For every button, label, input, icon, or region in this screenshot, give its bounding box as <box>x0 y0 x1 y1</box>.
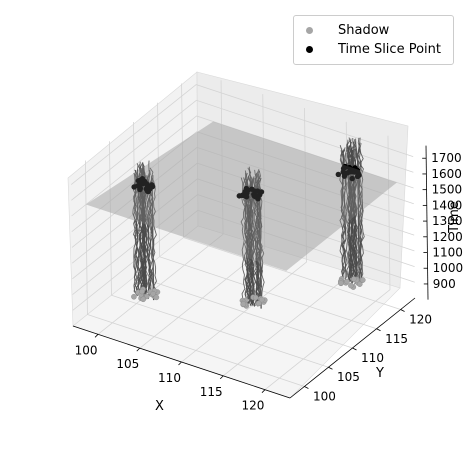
y-tick-mark <box>353 348 357 350</box>
shadow-point <box>139 289 144 294</box>
y-tick-mark <box>328 367 332 369</box>
x-tick-label: 115 <box>200 385 223 399</box>
shadow-point <box>338 280 343 285</box>
y-tick-label: 105 <box>337 370 360 384</box>
z-tick-label: 1600 <box>431 167 462 181</box>
x-tick-mark <box>220 376 223 379</box>
legend-item-time-slice-point: Time Slice Point <box>306 40 441 58</box>
shadow-point <box>241 301 246 306</box>
y-tick-label: 110 <box>361 351 384 365</box>
legend-marker-time-slice-point <box>306 46 313 53</box>
x-tick-mark <box>95 334 98 337</box>
x-tick-mark <box>179 362 182 365</box>
legend: Shadow Time Slice Point <box>293 15 454 65</box>
x-tick-label: 110 <box>158 371 181 385</box>
z-tick-label: 1000 <box>433 261 464 275</box>
y-tick-mark <box>304 386 308 388</box>
shadow-point <box>141 297 146 302</box>
x-axis-label: X <box>155 399 164 414</box>
shadow-point <box>348 283 353 288</box>
z-tick-label: 900 <box>433 277 456 291</box>
shadow-point <box>360 277 365 282</box>
y-axis-label: Y <box>375 366 384 381</box>
shadow-point <box>154 295 159 300</box>
y-tick-label: 120 <box>409 313 432 327</box>
legend-label-time-slice-point: Time Slice Point <box>338 42 441 57</box>
x-tick-label: 100 <box>75 343 98 357</box>
y-tick-mark <box>377 329 381 331</box>
shadow-point <box>351 276 356 281</box>
z-tick-label: 1100 <box>432 246 463 260</box>
shadow-point <box>344 279 349 284</box>
z-tick-label: 1700 <box>431 151 462 165</box>
shadow-point <box>259 297 264 302</box>
shadow-point <box>131 294 136 299</box>
legend-label-shadow: Shadow <box>338 23 389 38</box>
x-tick-mark <box>262 390 265 393</box>
y-tick-label: 100 <box>313 389 336 403</box>
x-tick-label: 105 <box>116 357 139 371</box>
y-tick-label: 115 <box>385 332 408 346</box>
z-axis-label: Time <box>447 201 462 234</box>
x-tick-label: 120 <box>242 399 265 413</box>
legend-item-shadow: Shadow <box>306 21 389 39</box>
z-axis-line <box>426 146 428 300</box>
x-tick-mark <box>137 348 140 351</box>
legend-marker-shadow <box>306 27 313 34</box>
shadow-point <box>253 295 258 300</box>
y-tick-mark <box>401 310 405 312</box>
z-tick-label: 1500 <box>432 183 463 197</box>
